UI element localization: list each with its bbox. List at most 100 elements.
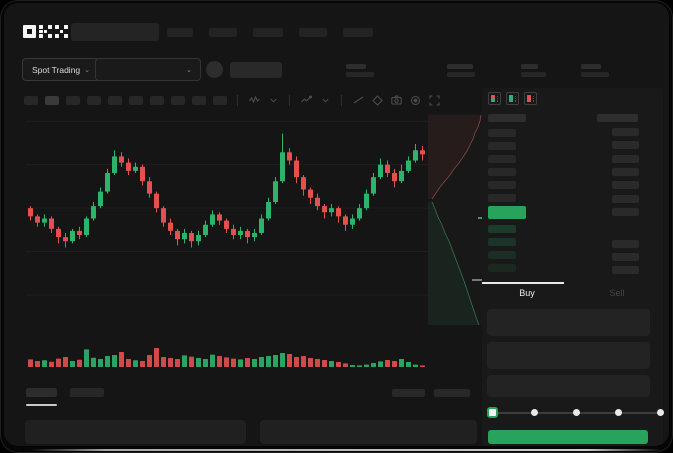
stat-value-skeleton: [581, 72, 609, 77]
slider-handle[interactable]: [486, 407, 498, 418]
stat-pair: [581, 64, 609, 77]
price-input-skeleton[interactable]: [487, 309, 650, 336]
amount-input-skeleton[interactable]: [487, 342, 650, 369]
timeframe-button[interactable]: [192, 95, 206, 105]
logo-letter-x: [55, 25, 68, 38]
timeframe-button[interactable]: [171, 95, 185, 105]
okx-logo[interactable]: [23, 25, 68, 38]
line-tool-icon[interactable]: [352, 94, 364, 106]
ask-row-skeleton[interactable]: [488, 155, 516, 163]
pair-name-skeleton: [230, 62, 282, 78]
tab-sell[interactable]: Sell: [609, 288, 625, 298]
slider-stop-dot[interactable]: [530, 409, 538, 416]
timeframe-button[interactable]: [150, 95, 164, 105]
divider: [237, 94, 238, 106]
candlestick-chart[interactable]: [26, 111, 429, 333]
stat-label-skeleton: [346, 64, 366, 69]
ask-row-skeleton[interactable]: [488, 194, 516, 202]
fullscreen-icon[interactable]: [428, 94, 440, 106]
candle-type-icon[interactable]: [248, 94, 260, 106]
amount-row-skeleton[interactable]: [612, 266, 639, 274]
device-edge-highlight: [30, 449, 663, 451]
book-combined-icon[interactable]: [488, 92, 501, 105]
chart-toolbar: [24, 93, 440, 107]
logo-letter-o: [23, 25, 36, 38]
divider: [289, 94, 290, 106]
amount-row-skeleton[interactable]: [612, 207, 639, 216]
slider-stop-dot[interactable]: [614, 409, 622, 416]
nav-menu: [167, 28, 373, 37]
stat-value-skeleton: [521, 72, 546, 77]
slider-stop-dot[interactable]: [572, 409, 580, 416]
bid-row-skeleton[interactable]: [488, 251, 516, 259]
market-selector-dropdown[interactable]: Spot Trading ⌄: [22, 58, 100, 81]
price-chart[interactable]: [18, 109, 484, 335]
nav-item-skeleton[interactable]: [167, 28, 193, 37]
ask-row-skeleton[interactable]: [488, 168, 516, 176]
active-tab-underline: [26, 404, 57, 406]
nav-item-skeleton[interactable]: [299, 28, 327, 37]
bottom-action-skeleton[interactable]: [392, 389, 425, 397]
amount-row-skeleton[interactable]: [612, 167, 639, 176]
indicators-icon[interactable]: [300, 94, 312, 106]
timeframe-button[interactable]: [66, 95, 80, 105]
last-price-badge[interactable]: [488, 206, 526, 219]
market-selector-label: Spot Trading: [31, 64, 81, 75]
ask-row-skeleton[interactable]: [488, 181, 516, 189]
settings-icon[interactable]: [409, 94, 421, 106]
active-tab-indicator: [482, 282, 564, 284]
timeframe-button[interactable]: [213, 95, 227, 105]
orderbook-amount-header-skeleton: [597, 114, 638, 122]
camera-icon[interactable]: [390, 94, 402, 106]
amount-row-skeleton[interactable]: [612, 141, 639, 150]
pair-selector-dropdown[interactable]: ⌄: [95, 58, 201, 81]
amount-row-skeleton[interactable]: [612, 240, 639, 248]
amount-row-skeleton[interactable]: [612, 154, 639, 163]
timeframe-button[interactable]: [87, 95, 101, 105]
nav-item-skeleton[interactable]: [343, 28, 373, 37]
tab-skeleton[interactable]: [70, 388, 104, 397]
timeframe-button[interactable]: [129, 95, 143, 105]
ask-row-skeleton[interactable]: [488, 142, 516, 150]
book-asks-icon[interactable]: [524, 92, 537, 105]
tab-buy[interactable]: Buy: [519, 288, 535, 298]
search-input[interactable]: [71, 23, 159, 41]
orderbook-view-toggles: [488, 92, 537, 105]
depth-chart-overlay: [428, 113, 484, 326]
stat-pair: [521, 64, 546, 77]
bottom-action-skeleton[interactable]: [434, 389, 470, 397]
book-bids-icon[interactable]: [506, 92, 519, 105]
amount-row-skeleton[interactable]: [612, 181, 639, 190]
bid-row-skeleton[interactable]: [488, 264, 516, 272]
stat-pair: [346, 64, 374, 77]
amount-row-skeleton[interactable]: [612, 128, 639, 136]
nav-item-skeleton[interactable]: [209, 28, 237, 37]
orderbook-price-header-skeleton: [488, 114, 526, 122]
top-nav: [4, 3, 669, 51]
buy-submit-button[interactable]: [488, 430, 648, 444]
app-window: Spot Trading ⌄ ⌄: [4, 3, 669, 446]
chevron-down-icon[interactable]: [319, 94, 331, 106]
stat-pair: [447, 64, 475, 77]
chevron-down-icon[interactable]: [267, 94, 279, 106]
right-panel: Buy Sell: [482, 88, 664, 446]
timeframe-button[interactable]: [108, 95, 122, 105]
amount-row-skeleton[interactable]: [612, 194, 639, 203]
total-input-skeleton[interactable]: [487, 375, 650, 397]
amount-row-skeleton[interactable]: [612, 253, 639, 261]
timeframe-button[interactable]: [24, 95, 38, 105]
bid-row-skeleton[interactable]: [488, 225, 516, 233]
nav-item-skeleton[interactable]: [253, 28, 283, 37]
trade-tabbar: Buy Sell: [482, 276, 663, 306]
coin-icon: [206, 61, 223, 78]
amount-slider[interactable]: [482, 403, 664, 423]
orders-panel-skeleton: [25, 420, 246, 444]
stat-label-skeleton: [581, 64, 601, 69]
timeframe-button[interactable]: [45, 95, 59, 105]
slider-stop-dot[interactable]: [656, 409, 664, 416]
ask-row-skeleton[interactable]: [488, 129, 516, 137]
bid-row-skeleton[interactable]: [488, 238, 516, 246]
compare-icon[interactable]: [371, 94, 383, 106]
tab-skeleton-active[interactable]: [26, 388, 57, 397]
